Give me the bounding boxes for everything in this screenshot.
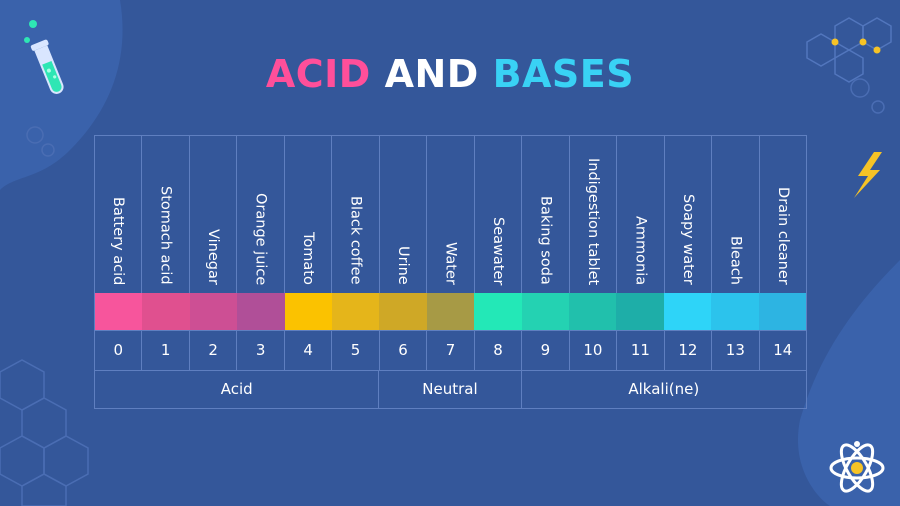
ph-color-swatch	[379, 293, 427, 330]
ph-value: 8	[475, 331, 523, 370]
substance-label: Indigestion tablet	[584, 157, 601, 285]
ph-value: 7	[427, 331, 475, 370]
substance-label: Black coffee	[347, 196, 364, 285]
substance-label: Vinegar	[205, 229, 222, 285]
ph-color-swatch	[95, 293, 143, 330]
substance-cell: Baking soda	[522, 136, 570, 293]
substance-cell: Indigestion tablet	[570, 136, 618, 293]
hexagon-molecule-icon	[806, 17, 892, 83]
ph-value: 10	[570, 331, 618, 370]
ph-color-swatch	[569, 293, 617, 330]
substance-cell: Seawater	[475, 136, 523, 293]
substance-label: Urine	[395, 246, 412, 285]
substance-label: Bleach	[727, 236, 744, 285]
ph-color-swatch	[332, 293, 380, 330]
ph-color-bar	[95, 293, 807, 330]
ph-value: 3	[237, 331, 285, 370]
substance-labels-row: Battery acid Stomach acid Vinegar Orange ju…	[95, 136, 806, 293]
ph-color-swatch	[237, 293, 285, 330]
title-acid: ACID	[265, 52, 371, 96]
ph-color-swatch	[711, 293, 759, 330]
ph-value: 2	[190, 331, 238, 370]
substance-label: Seawater	[489, 216, 506, 285]
substance-cell: Black coffee	[332, 136, 380, 293]
substance-label: Tomato	[300, 232, 317, 285]
ph-value: 9	[522, 331, 570, 370]
ph-color-swatch	[758, 293, 807, 330]
ph-numbers-row: 0 1 2 3 4 5 6 7 8 9 10 11 12 13 14	[95, 330, 806, 370]
ph-value: 1	[142, 331, 190, 370]
substance-cell: Battery acid	[95, 136, 143, 293]
ph-value: 11	[617, 331, 665, 370]
ph-group-alkaline: Alkali(ne)	[628, 380, 700, 398]
substance-cell: Soapy water	[665, 136, 713, 293]
ph-value: 6	[380, 331, 428, 370]
ph-color-swatch	[663, 293, 712, 330]
test-tube-icon	[24, 20, 64, 94]
substance-label: Drain cleaner	[774, 187, 791, 285]
substance-cell: Stomach acid	[142, 136, 190, 293]
ph-color-swatch	[616, 293, 664, 330]
title-bases: BASES	[492, 52, 635, 96]
substance-cell: Ammonia	[617, 136, 665, 293]
atom-icon	[829, 441, 885, 493]
page-title: ACID AND BASES	[0, 52, 900, 96]
ph-color-swatch	[189, 293, 238, 330]
lightning-icon	[854, 152, 882, 198]
ph-value: 5	[332, 331, 380, 370]
substance-cell: Vinegar	[190, 136, 238, 293]
substance-cell: Bleach	[712, 136, 760, 293]
substance-cell: Drain cleaner	[760, 136, 806, 293]
substance-label: Baking soda	[537, 196, 554, 285]
ph-scale-table: Battery acid Stomach acid Vinegar Orange ju…	[94, 135, 807, 409]
ph-value: 12	[665, 331, 713, 370]
ph-color-swatch	[142, 293, 190, 330]
ph-color-swatch	[284, 293, 333, 330]
ph-value: 4	[285, 331, 333, 370]
substance-label: Orange juice	[252, 192, 269, 285]
substance-label: Stomach acid	[157, 186, 174, 285]
title-and: AND	[384, 52, 479, 96]
substance-cell: Tomato	[285, 136, 333, 293]
ph-value: 14	[773, 341, 793, 359]
ph-color-swatch	[474, 293, 522, 330]
ph-group-acid: Acid	[95, 371, 380, 408]
substance-cell: Orange juice	[237, 136, 285, 293]
ph-color-swatch	[426, 293, 475, 330]
ph-color-swatch	[521, 293, 570, 330]
ph-group-neutral: Neutral	[379, 371, 522, 408]
substance-label: Ammonia	[632, 215, 649, 285]
substance-cell: Water	[427, 136, 475, 293]
substance-label: Water	[442, 242, 459, 285]
ph-value: 13	[712, 331, 760, 370]
substance-cell: Urine	[380, 136, 428, 293]
ph-groups-row: Acid Neutral Alkali(ne)	[95, 370, 806, 408]
substance-label: Battery acid	[110, 196, 127, 285]
ph-value: 0	[95, 331, 143, 370]
substance-label: Soapy water	[679, 194, 696, 285]
